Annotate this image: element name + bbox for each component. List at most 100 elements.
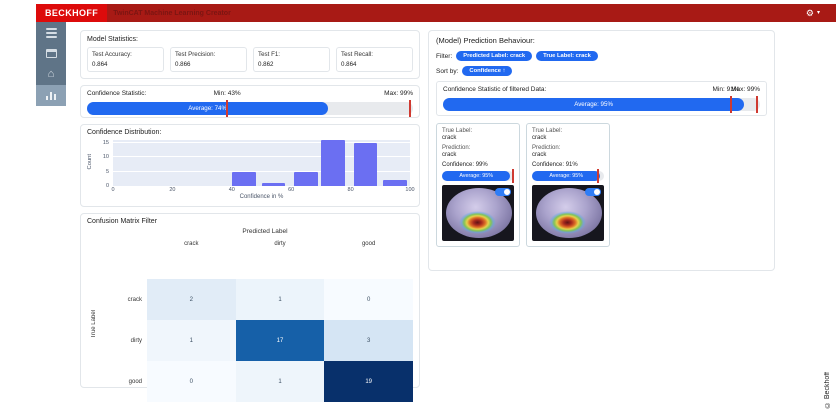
x-tick-label: 40 [228, 187, 235, 193]
matrix-col-label: crack [184, 240, 199, 247]
histogram-x-axis: 0 20 40 60 80 100 [111, 186, 414, 194]
x-tick-label: 0 [111, 187, 115, 193]
bar-tick [226, 100, 229, 117]
gridline [113, 170, 410, 172]
histogram-bar [353, 142, 378, 186]
confidence-statistic-title: Confidence Statistic: [87, 90, 147, 97]
true-label-value: crack [532, 135, 547, 141]
filter-row: Filter: Predicted Label: crack True Label… [436, 51, 767, 61]
copyright-footer: © Beckhoff [824, 371, 831, 408]
sort-by-label: Sort by: [436, 67, 459, 75]
heatmap-overlay [459, 211, 496, 234]
x-tick-label: 100 [405, 187, 415, 193]
prediction-value: crack [442, 152, 457, 158]
model-statistics-panel: Model Statistics: Test Accuracy: 0.864 Tes… [80, 30, 420, 79]
y-tick-label: 5 [105, 168, 109, 175]
filtered-max-label: Max: 99% [731, 86, 760, 93]
histogram-plot [113, 140, 410, 186]
matrix-y-axis-label: True Label [91, 310, 97, 339]
bar-tick [730, 96, 733, 113]
topbar-actions: ⚙ ▾ [805, 7, 820, 18]
filtered-confidence-header: Confidence Statistic of filtered Data: M… [443, 86, 760, 95]
confusion-matrix-panel: Confusion Matrix Filter Predicted Label … [80, 213, 420, 402]
sidebar-item-analytics[interactable] [36, 85, 66, 106]
dropdown-caret-icon[interactable]: ▾ [816, 10, 820, 16]
settings-icon[interactable]: ⚙ [805, 7, 814, 18]
bar-track: Average: 95% [443, 96, 760, 113]
matrix-cell[interactable]: 17 [235, 320, 325, 361]
sample-confidence-bar: Average: 95% [442, 169, 515, 183]
x-tick-label: 20 [169, 187, 176, 193]
y-tick-label: 0 [105, 183, 109, 189]
matrix-cell[interactable]: 3 [324, 320, 413, 361]
matrix-cell[interactable]: 1 [147, 320, 236, 361]
matrix-cell[interactable]: 19 [324, 361, 413, 402]
bar-fill: Average: 95% [442, 171, 511, 181]
heatmap-toggle[interactable] [495, 188, 511, 196]
matrix-cell[interactable]: 0 [147, 361, 236, 402]
confidence-distribution-panel: Confidence Distribution: Count 0 5 10 15 0 2… [80, 124, 420, 207]
sample-cards: True Label: crack Prediction: crack Confiden… [436, 123, 767, 247]
true-label-caption: True Label: [532, 128, 563, 134]
bar-fill: Average: 95% [532, 171, 601, 181]
histogram-bar [231, 171, 256, 186]
confusion-matrix: True Label crack dirty good crack 2 1 0 dirty 1 1… [91, 238, 413, 402]
sidebar-item-menu[interactable] [36, 22, 66, 43]
bar-tick [596, 169, 599, 183]
stat-label: Test Precision: [175, 51, 216, 58]
prediction-behaviour-title: (Model) Prediction Behaviour: [436, 36, 535, 45]
confidence-statistic-header: Confidence Statistic: Min: 43% Max: 99% [87, 90, 413, 99]
app-title: TwinCAT Machine Learning Creator [113, 9, 231, 17]
stat-label: Test F1: [258, 51, 281, 58]
sample-card: True Label: crack Prediction: crack Confiden… [526, 123, 610, 247]
filter-pills: Predicted Label: crack True Label: crack [456, 51, 598, 61]
analytics-icon [45, 91, 57, 100]
sidebar-item-home[interactable]: ⌂ [36, 64, 66, 85]
gridline [113, 156, 410, 158]
prediction-behaviour-panel: (Model) Prediction Behaviour: Filter: Pr… [428, 30, 775, 271]
stat-box: Test Accuracy: 0.864 [87, 47, 164, 72]
filter-pill[interactable]: True Label: crack [536, 51, 598, 61]
confusion-matrix-title: Confusion Matrix Filter [87, 218, 158, 225]
confidence-statistic-panel: Confidence Statistic: Min: 43% Max: 99% … [80, 85, 420, 118]
stat-box: Test Recall: 0.864 [336, 47, 413, 72]
filter-pill[interactable]: Predicted Label: crack [456, 51, 533, 61]
matrix-x-axis-label: Predicted Label [242, 228, 288, 235]
toggle-knob [504, 189, 510, 195]
matrix-cell[interactable]: 1 [235, 279, 325, 320]
prediction-caption: Prediction: [442, 145, 471, 151]
sort-by-pill[interactable]: Confidence ↑ [462, 66, 513, 76]
matrix-row-label: dirty [130, 337, 142, 344]
histogram-bar [294, 171, 318, 186]
sample-image [532, 185, 604, 241]
histogram-bar [383, 180, 408, 186]
bar-fill: Average: 74% [87, 102, 329, 115]
matrix-cell[interactable]: 0 [324, 279, 413, 320]
heatmap-toggle[interactable] [585, 188, 601, 196]
menu-icon [45, 26, 57, 40]
filter-label: Filter: [436, 52, 453, 60]
sidebar-item-projects[interactable] [36, 43, 66, 64]
sample-confidence-bar: Average: 95% [532, 169, 604, 183]
matrix-cell[interactable]: 2 [147, 279, 236, 320]
topbar: BECKHOFF TwinCAT Machine Learning Creato… [36, 4, 836, 22]
true-label-caption: True Label: [442, 128, 473, 134]
sample-card: True Label: crack Prediction: crack Confiden… [436, 123, 520, 247]
stat-value: 0.864 [341, 61, 357, 68]
filtered-confidence-title: Confidence Statistic of filtered Data: [443, 86, 547, 93]
matrix-col-label: good [361, 240, 376, 247]
home-icon: ⌂ [47, 68, 55, 80]
heatmap-overlay [549, 211, 586, 234]
y-tick-label: 15 [102, 139, 109, 146]
stat-value: 0.862 [258, 61, 274, 68]
y-tick-label: 10 [102, 154, 109, 161]
stat-box: Test Precision: 0.866 [170, 47, 247, 72]
matrix-row-label: crack [127, 296, 142, 303]
stat-label: Test Accuracy: [92, 51, 132, 58]
histogram-bar [261, 183, 286, 186]
matrix-cell[interactable]: 1 [235, 361, 325, 402]
bar-track: Average: 95% [442, 169, 515, 183]
prediction-caption: Prediction: [532, 145, 561, 151]
stat-box: Test F1: 0.862 [253, 47, 330, 72]
histogram-bar [320, 140, 345, 186]
